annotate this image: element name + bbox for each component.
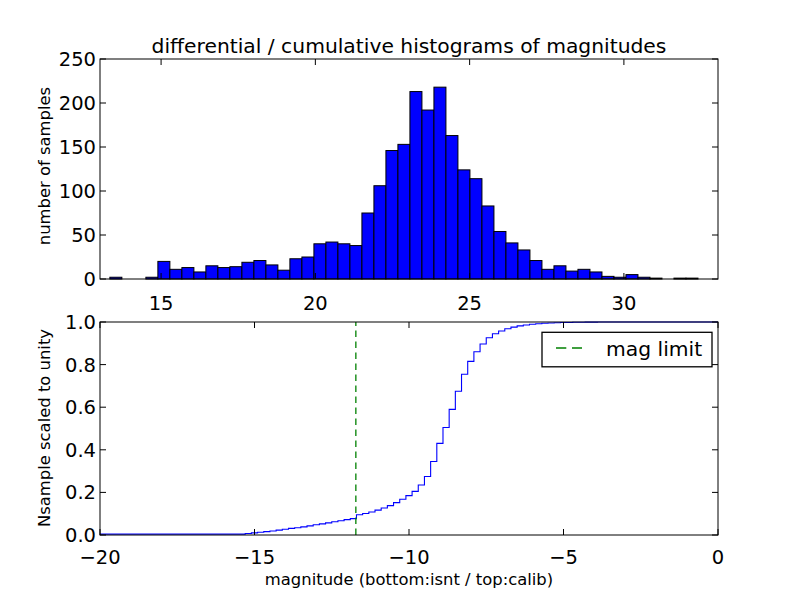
- histogram-bar: [350, 246, 362, 279]
- histogram-bar: [398, 144, 410, 279]
- histogram-bar: [326, 242, 338, 279]
- histogram-bar: [386, 151, 398, 279]
- histogram-bar: [518, 250, 530, 279]
- histogram-bar: [542, 269, 554, 279]
- histogram-bar: [446, 136, 458, 279]
- histogram-bar: [458, 170, 470, 279]
- histogram-bar: [530, 261, 542, 279]
- histogram-bar: [434, 87, 446, 279]
- histogram-bar: [170, 269, 182, 279]
- histogram-bar: [566, 271, 578, 279]
- top-y-tick-label: 100: [59, 180, 96, 203]
- histogram-bar: [206, 266, 218, 279]
- histogram-bar: [506, 243, 518, 279]
- top-x-tick-label: 20: [303, 292, 328, 315]
- legend: mag limit: [542, 332, 712, 367]
- top-x-tick-label: 30: [611, 292, 636, 315]
- figure-title: differential / cumulative histograms of …: [152, 34, 667, 58]
- histogram-bar: [338, 244, 350, 279]
- top-y-tick-label: 150: [59, 136, 96, 159]
- histogram-bar: [158, 261, 170, 279]
- histogram-bar: [578, 269, 590, 279]
- bottom-x-tick-label: −10: [388, 546, 429, 569]
- histogram-bar: [182, 268, 194, 279]
- histogram-bar: [194, 272, 206, 279]
- histogram-bar: [230, 267, 242, 279]
- histogram-bar: [362, 213, 374, 279]
- top-x-tick-label: 15: [149, 292, 174, 315]
- top-y-tick-label: 200: [59, 92, 96, 115]
- figure: 15 20 25 30 0 50 100 150 200 250 −20 −15 −10 −5 0 0.0 0…: [0, 0, 800, 600]
- bottom-x-tick-label: −5: [549, 546, 578, 569]
- histogram-bar: [218, 268, 230, 279]
- top-y-tick-label: 0: [84, 268, 96, 291]
- histogram-bar: [626, 275, 638, 279]
- bottom-y-tick-label: 0.0: [65, 524, 96, 547]
- top-y-tick-label: 50: [71, 224, 96, 247]
- histogram-bar: [254, 261, 266, 279]
- bottom-y-tick-label: 0.2: [65, 481, 96, 504]
- histogram-bar: [470, 179, 482, 279]
- bottom-x-tick-label: 0: [712, 546, 724, 569]
- bottom-y-tick-label: 0.4: [65, 439, 96, 462]
- top-x-tick-label: 25: [457, 292, 482, 315]
- top-y-tick-label: 250: [59, 48, 96, 71]
- histogram-bar: [242, 262, 254, 279]
- bottom-ylabel: Nsample scaled to unity: [35, 329, 54, 527]
- xlabel: magnitude (bottom:isnt / top:calib): [265, 570, 553, 589]
- histogram-bar: [494, 231, 506, 279]
- histogram-bar: [290, 259, 302, 279]
- histogram-bar: [482, 206, 494, 279]
- bottom-y-tick-label: 0.8: [65, 354, 96, 377]
- histogram-bar: [266, 265, 278, 279]
- histogram-bar: [554, 266, 566, 279]
- histogram-bar: [590, 272, 602, 279]
- legend-label: mag limit: [606, 337, 702, 361]
- histogram-bar: [278, 270, 290, 279]
- histogram-bar: [410, 92, 422, 279]
- top-ylabel: number of samples: [35, 87, 54, 245]
- histogram-bar: [302, 257, 314, 279]
- bottom-y-tick-label: 0.6: [65, 396, 96, 419]
- histogram-bar: [374, 186, 386, 279]
- bottom-x-tick-label: −15: [234, 546, 275, 569]
- bottom-x-tick-label: −20: [79, 546, 120, 569]
- figure-background: [0, 0, 800, 600]
- bottom-y-tick-label: 1.0: [65, 311, 96, 334]
- histogram-bar: [422, 110, 434, 279]
